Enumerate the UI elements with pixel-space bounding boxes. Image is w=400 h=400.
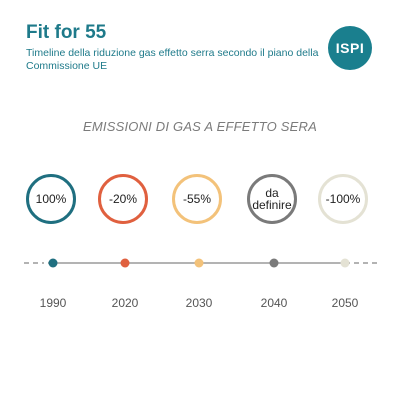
milestone-value-2050: -100% bbox=[325, 192, 361, 206]
year-label-2050: 2050 bbox=[331, 296, 359, 310]
year-label-1990: 1990 bbox=[39, 296, 67, 310]
section-title: EMISSIONI DI GAS A EFFETTO SERA bbox=[83, 119, 317, 134]
ispi-logo: ISPI bbox=[328, 26, 372, 70]
milestone-circle-2040: da definire bbox=[247, 174, 297, 224]
page-title: Fit for 55 bbox=[26, 22, 107, 43]
timeline bbox=[24, 258, 378, 268]
timeline-dot-2020 bbox=[120, 258, 130, 268]
timeline-dot-2040 bbox=[269, 258, 279, 268]
milestone-value-2020: -20% bbox=[108, 192, 137, 206]
milestone-circle-2020: -20% bbox=[98, 174, 148, 224]
milestone-circle-2050: -100% bbox=[318, 174, 368, 224]
milestone-value-1990: 100% bbox=[35, 192, 67, 206]
milestone-circle-1990: 100% bbox=[26, 174, 76, 224]
timeline-dot-2030 bbox=[194, 258, 204, 268]
ispi-logo-text: ISPI bbox=[335, 40, 365, 56]
timeline-dot-2050 bbox=[340, 258, 350, 268]
year-label-2030: 2030 bbox=[185, 296, 213, 310]
year-label-2040: 2040 bbox=[260, 296, 288, 310]
milestone-value-2030: -55% bbox=[182, 192, 211, 206]
timeline-dot-1990 bbox=[48, 258, 58, 268]
page-subtitle: Timeline della riduzione gas effetto ser… bbox=[26, 47, 319, 72]
year-label-2020: 2020 bbox=[111, 296, 139, 310]
milestone-circle-2030: -55% bbox=[172, 174, 222, 224]
milestone-value-2040-line2: definire bbox=[252, 198, 292, 212]
milestone-value-2040-line1: da bbox=[265, 186, 279, 200]
